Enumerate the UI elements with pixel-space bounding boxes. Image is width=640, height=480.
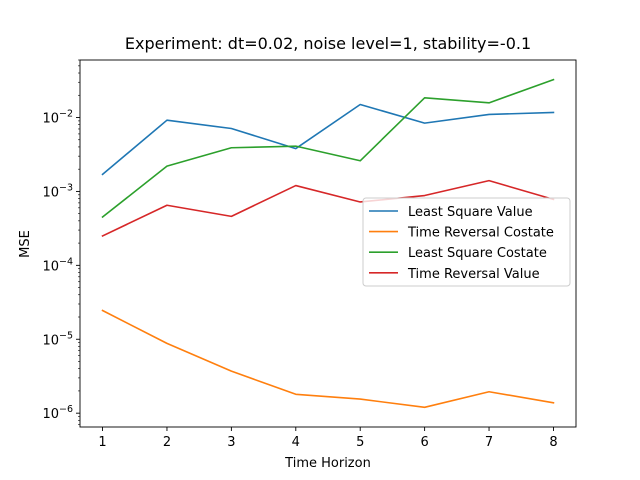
series-line-4	[101, 179, 555, 237]
x-tick-label: 7	[485, 435, 493, 450]
legend-label-1: Least Square Value	[408, 205, 533, 220]
x-tick-label: 2	[163, 435, 171, 450]
legend: Least Square Value Time Reversal Costate L…	[362, 197, 571, 287]
series-line-3	[101, 78, 555, 219]
plot-frame	[79, 59, 577, 428]
y-tick-label: 10−2	[42, 109, 73, 127]
x-tick-label: 3	[227, 435, 235, 450]
series-line-1	[101, 103, 555, 176]
legend-box	[362, 197, 571, 287]
legend-label-3: Least Square Costate	[408, 246, 547, 261]
x-axis-label: Time Horizon	[284, 456, 371, 471]
x-tick-label: 5	[356, 435, 364, 450]
series-lines	[101, 78, 555, 409]
x-tick-label: 4	[292, 435, 300, 450]
y-tick-label: 10−3	[42, 182, 73, 200]
legend-label-2: Time Reversal Costate	[407, 226, 554, 241]
series-line-2	[101, 309, 555, 409]
y-tick-label: 10−4	[42, 256, 73, 274]
x-tick-label: 6	[420, 435, 428, 450]
legend-label-4: Time Reversal Value	[407, 267, 540, 282]
y-axis-label: MSE	[18, 230, 33, 258]
chart-title: Experiment: dt=0.02, noise level=1, stab…	[125, 34, 531, 53]
x-tick-label: 8	[549, 435, 557, 450]
x-tick-label: 1	[98, 435, 106, 450]
y-tick-label: 10−6	[42, 404, 73, 422]
y-tick-label: 10−5	[42, 330, 73, 348]
